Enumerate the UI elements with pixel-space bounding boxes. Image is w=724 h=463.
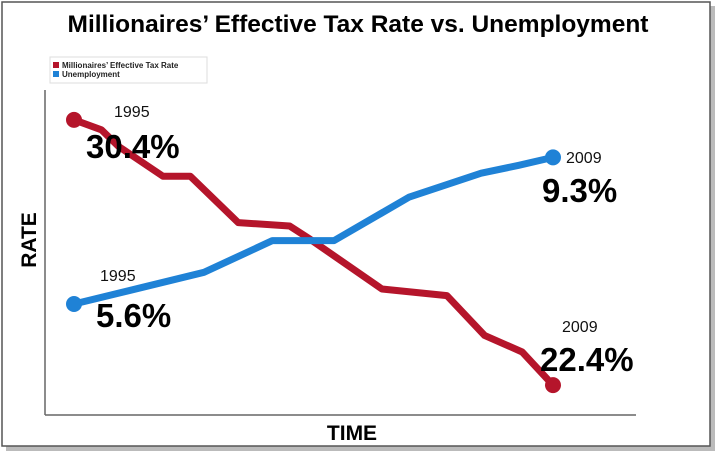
unemp-start-value: 5.6% [96,297,171,334]
tax-end-year: 2009 [562,319,598,336]
unemp-start-year: 1995 [100,268,136,285]
legend: Millionaires’ Effective Tax Rate Unemplo… [49,56,208,84]
tax-rate-point [66,111,82,128]
legend-box [49,56,208,84]
unemp-end-year: 2009 [566,150,602,167]
chart-title: Millionaires’ Effective Tax Rate vs. Une… [68,11,649,38]
y-axis-label: RATE [18,212,41,268]
tax-rate-point [545,377,561,394]
tax-start-value: 30.4% [86,128,180,165]
legend-label-unemployment: Unemployment [62,70,120,79]
x-axis-label: TIME [327,422,377,445]
legend-label-tax: Millionaires’ Effective Tax Rate [62,61,179,70]
tax-end-value: 22.4% [540,341,634,378]
legend-swatch-tax [53,62,59,68]
legend-swatch-unemployment [53,71,59,77]
unemployment-point [66,296,82,313]
tax-start-year: 1995 [114,104,150,121]
unemployment-point [545,149,561,166]
unemp-end-value: 9.3% [542,172,617,209]
